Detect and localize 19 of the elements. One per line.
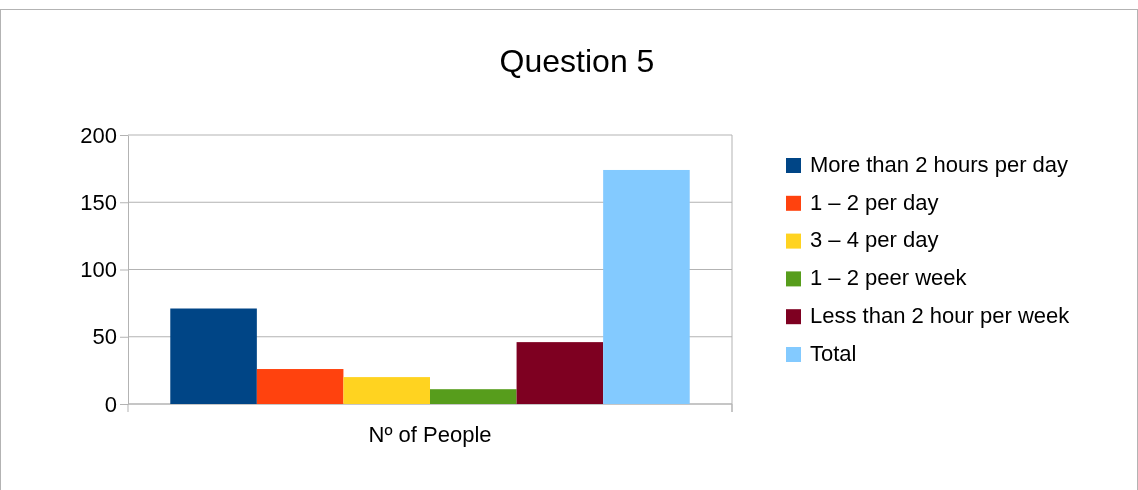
- legend-label: Total: [810, 340, 857, 366]
- bar: [603, 169, 690, 404]
- bar: [256, 369, 344, 404]
- y-tick-label: 150: [80, 189, 117, 215]
- y-tick-label: 100: [80, 257, 117, 283]
- bar: [170, 308, 257, 404]
- legend-label: 1 – 2 peer week: [810, 265, 968, 291]
- legend-label: Less than 2 hour per week: [810, 303, 1071, 329]
- chart-title: Question 5: [499, 43, 655, 79]
- legend-label: 3 – 4 per day: [810, 227, 939, 253]
- bar: [343, 377, 430, 404]
- legend-label: More than 2 hours per day: [810, 151, 1069, 177]
- x-tick-label: Nº of People: [368, 422, 492, 448]
- y-tick-label: 50: [92, 324, 117, 350]
- y-tick-label: 200: [80, 122, 117, 148]
- bar: [516, 342, 604, 404]
- bar: [430, 389, 517, 404]
- y-tick-label: 0: [104, 391, 117, 417]
- legend-label: 1 – 2 per day: [810, 189, 939, 215]
